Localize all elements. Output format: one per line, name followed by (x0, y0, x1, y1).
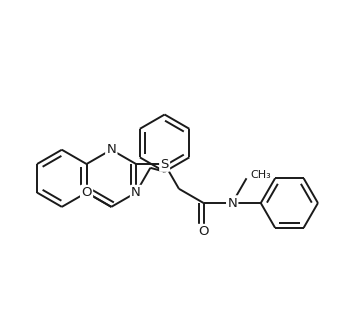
Text: O: O (81, 186, 92, 199)
Text: O: O (198, 225, 209, 238)
Text: CH₃: CH₃ (251, 170, 272, 180)
Text: N: N (106, 143, 116, 156)
Text: N: N (227, 196, 237, 210)
Text: S: S (160, 158, 169, 170)
Text: N: N (131, 186, 141, 199)
